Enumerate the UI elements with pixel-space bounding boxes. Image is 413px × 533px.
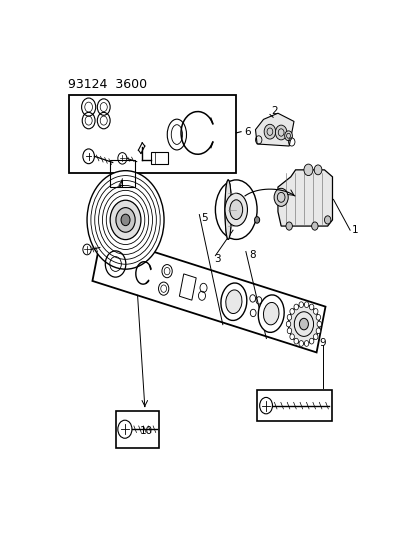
Text: 93124  3600: 93124 3600 [68, 78, 147, 91]
Circle shape [309, 338, 313, 344]
Circle shape [121, 214, 130, 225]
Ellipse shape [225, 193, 247, 226]
Text: 10: 10 [140, 426, 152, 437]
Circle shape [285, 222, 292, 230]
Circle shape [288, 304, 318, 344]
Circle shape [287, 314, 291, 320]
Ellipse shape [263, 302, 278, 325]
Circle shape [316, 321, 321, 327]
Ellipse shape [215, 180, 256, 239]
Circle shape [110, 200, 140, 240]
Text: 8: 8 [249, 250, 255, 260]
Circle shape [309, 304, 313, 310]
Circle shape [254, 216, 259, 223]
Polygon shape [277, 170, 332, 226]
Circle shape [287, 328, 291, 334]
Circle shape [116, 207, 135, 232]
Ellipse shape [225, 180, 231, 239]
Circle shape [313, 309, 317, 314]
Ellipse shape [221, 283, 246, 320]
Circle shape [263, 124, 275, 139]
Ellipse shape [258, 295, 283, 333]
Circle shape [289, 309, 294, 314]
Circle shape [273, 188, 287, 206]
Circle shape [298, 302, 303, 308]
Circle shape [304, 341, 308, 346]
Text: 2: 2 [271, 106, 278, 116]
Circle shape [304, 302, 308, 308]
Bar [109, 160, 135, 187]
Text: 4: 4 [117, 180, 124, 190]
Polygon shape [92, 235, 325, 352]
Bar [151, 152, 168, 164]
Circle shape [289, 334, 294, 340]
Circle shape [275, 125, 286, 140]
Text: 9: 9 [319, 338, 325, 348]
Circle shape [298, 341, 303, 346]
Circle shape [313, 334, 317, 340]
Circle shape [293, 338, 298, 344]
Circle shape [87, 171, 164, 269]
Bar [116, 411, 159, 448]
Ellipse shape [225, 180, 231, 239]
Circle shape [324, 216, 330, 224]
Ellipse shape [225, 290, 241, 313]
Circle shape [299, 318, 308, 330]
Text: 3: 3 [213, 254, 220, 264]
Circle shape [313, 165, 321, 175]
Text: 6: 6 [244, 127, 250, 136]
Text: 1: 1 [351, 225, 358, 235]
Circle shape [303, 164, 312, 175]
Circle shape [285, 321, 290, 327]
Bar [69, 95, 236, 173]
Circle shape [311, 222, 317, 230]
Circle shape [293, 304, 298, 310]
Circle shape [284, 131, 292, 141]
Text: 5: 5 [200, 213, 207, 223]
Circle shape [316, 314, 320, 320]
Bar [256, 390, 332, 421]
Ellipse shape [229, 200, 242, 220]
Polygon shape [255, 113, 293, 146]
Circle shape [316, 328, 320, 334]
